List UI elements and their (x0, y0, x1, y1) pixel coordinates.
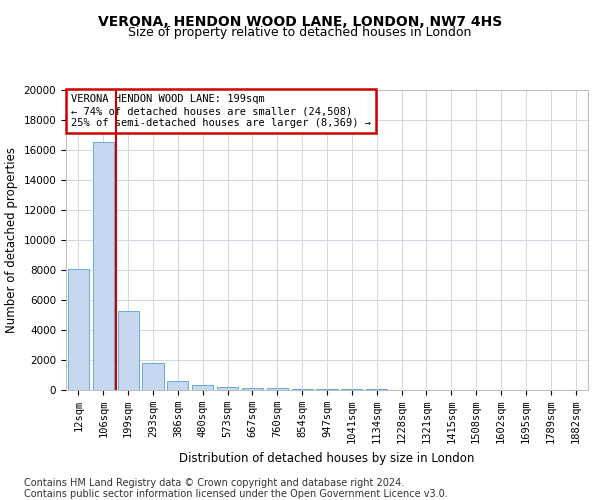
Bar (341, 389, 362, 390)
Text: Size of property relative to detached houses in London: Size of property relative to detached ho… (128, 26, 472, 39)
Bar (68, 269, 89, 390)
Y-axis label: Number of detached properties: Number of detached properties (5, 147, 18, 333)
Bar (267, 388, 288, 390)
X-axis label: Distribution of detached houses by size in London: Distribution of detached houses by size … (179, 452, 475, 465)
Bar (118, 310, 139, 390)
Bar (242, 388, 263, 390)
Bar (217, 386, 238, 390)
Bar (192, 385, 213, 390)
Bar (93, 142, 114, 390)
Bar (142, 363, 164, 390)
Text: VERONA HENDON WOOD LANE: 199sqm
← 74% of detached houses are smaller (24,508)
25: VERONA HENDON WOOD LANE: 199sqm ← 74% of… (71, 94, 371, 128)
Text: Contains HM Land Registry data © Crown copyright and database right 2024.
Contai: Contains HM Land Registry data © Crown c… (24, 478, 448, 499)
Bar (316, 389, 338, 390)
Text: VERONA, HENDON WOOD LANE, LONDON, NW7 4HS: VERONA, HENDON WOOD LANE, LONDON, NW7 4H… (98, 15, 502, 29)
Bar (167, 381, 188, 390)
Bar (292, 388, 313, 390)
